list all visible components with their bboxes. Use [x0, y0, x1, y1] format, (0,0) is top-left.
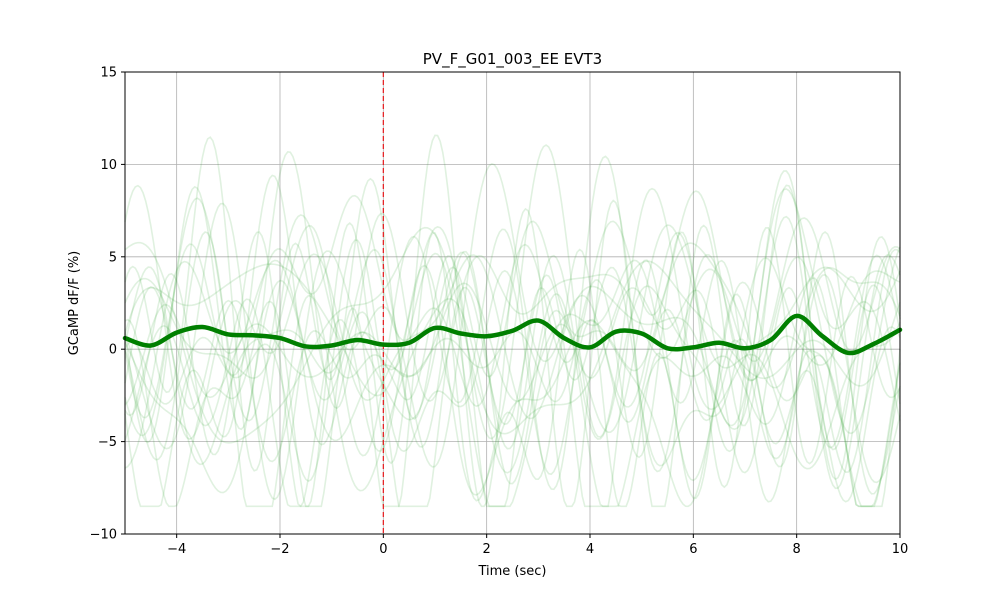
- trial-trace: [124, 231, 901, 508]
- trial-trace: [124, 264, 901, 508]
- trial-trace: [124, 170, 901, 481]
- plot-area: [125, 72, 900, 534]
- x-tick-label: 0: [379, 542, 387, 557]
- x-tick-label: 8: [793, 542, 801, 557]
- x-tick-label: 10: [892, 542, 909, 557]
- y-tick-label: 5: [109, 250, 117, 265]
- plot-frame: [124, 71, 901, 535]
- x-axis-ticks: −4 −2 0 2 4 6 8 10: [167, 534, 908, 557]
- trial-trace: [124, 162, 901, 468]
- trial-trace: [124, 202, 901, 501]
- y-axis-ticks: −10 −5 0 5 10 15: [90, 66, 125, 543]
- trial-trace: [124, 190, 901, 419]
- y-tick-label: 0: [109, 343, 117, 358]
- mean-trace: [122, 313, 903, 356]
- trial-trace: [124, 134, 901, 508]
- x-tick-label: 2: [483, 542, 491, 557]
- chart-title: PV_F_G01_003_EE EVT3: [423, 50, 602, 69]
- trial-trace: [124, 232, 901, 508]
- trial-trace: [124, 226, 901, 444]
- y-tick-label: −10: [90, 528, 117, 543]
- x-tick-label: 4: [586, 542, 594, 557]
- x-tick-label: −2: [270, 542, 289, 557]
- trial-trace: [124, 136, 901, 472]
- trial-trace: [124, 259, 901, 508]
- x-tick-label: 6: [689, 542, 697, 557]
- trial-trace: [124, 144, 901, 440]
- trial-trace: [124, 224, 901, 470]
- trial-trace: [124, 230, 901, 495]
- trial-trace: [124, 174, 901, 508]
- x-axis-label: Time (sec): [477, 564, 546, 579]
- mean-trace-group: [122, 313, 903, 356]
- y-tick-label: 15: [100, 66, 117, 81]
- y-axis-label: GCaMP dF/F (%): [67, 251, 82, 356]
- trial-trace: [124, 150, 901, 444]
- y-tick-label: 10: [100, 158, 117, 173]
- y-tick-label: −5: [98, 435, 117, 450]
- trial-trace: [124, 254, 901, 508]
- trial-trace: [124, 249, 901, 485]
- trial-trace: [124, 155, 901, 491]
- x-tick-label: −4: [167, 542, 186, 557]
